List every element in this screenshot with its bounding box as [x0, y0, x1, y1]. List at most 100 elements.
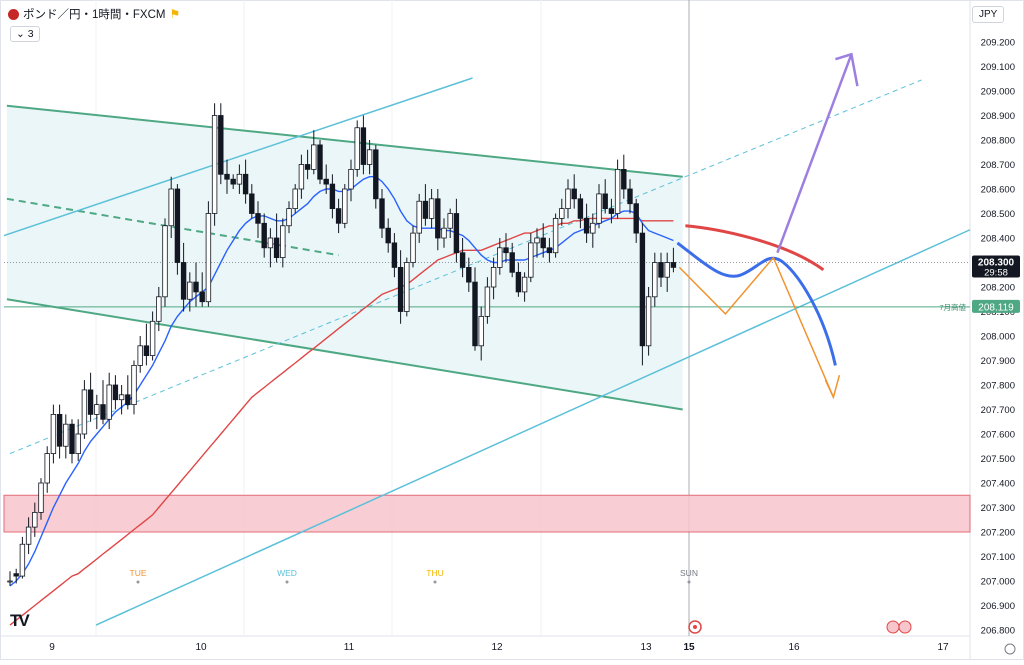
candle[interactable] [280, 225, 286, 259]
candle[interactable] [112, 384, 119, 401]
candle[interactable] [627, 188, 633, 205]
ma-slow-line[interactable] [9, 217, 674, 626]
candle[interactable] [577, 198, 584, 219]
channel-upper-line[interactable] [6, 104, 683, 178]
candle[interactable] [230, 178, 236, 185]
candle[interactable] [528, 242, 534, 278]
candle[interactable] [571, 188, 577, 200]
candle[interactable] [174, 188, 181, 263]
candle[interactable] [106, 384, 112, 420]
ascending-upper-line[interactable] [3, 77, 473, 237]
candle[interactable] [534, 237, 540, 244]
candle[interactable] [435, 198, 441, 239]
candle[interactable] [304, 164, 311, 170]
candle[interactable] [7, 580, 13, 583]
candle[interactable] [621, 168, 627, 190]
candle[interactable] [596, 193, 602, 224]
candle[interactable] [44, 453, 50, 484]
candle[interactable] [323, 178, 329, 185]
candle[interactable] [484, 286, 491, 317]
candle[interactable] [466, 266, 472, 283]
candle[interactable] [590, 222, 596, 234]
candle[interactable] [249, 193, 255, 214]
projected-ma-slow[interactable] [685, 224, 825, 272]
candle[interactable] [447, 213, 453, 229]
candle[interactable] [664, 262, 670, 278]
resistance-zone[interactable] [3, 494, 971, 533]
candle[interactable] [292, 188, 298, 210]
candle[interactable] [236, 173, 243, 185]
indicator-toggle[interactable]: ⌄ 3 [10, 26, 40, 42]
candle[interactable] [273, 237, 280, 259]
candle[interactable] [453, 213, 460, 254]
economic-event-icon[interactable] [886, 620, 900, 634]
candle[interactable] [56, 413, 63, 447]
candle[interactable] [329, 183, 336, 210]
candle[interactable] [193, 281, 199, 293]
candle[interactable] [25, 526, 32, 545]
candle[interactable] [428, 198, 435, 219]
candle[interactable] [639, 232, 646, 347]
symbol-header[interactable]: ポンド／円・1時間・FXCM ⚑ [8, 6, 180, 22]
candle[interactable] [87, 389, 94, 415]
candle[interactable] [478, 315, 484, 347]
candle[interactable] [366, 149, 373, 165]
scenario-down-path[interactable] [678, 256, 835, 398]
candle[interactable] [75, 433, 81, 455]
candle[interactable] [360, 127, 367, 165]
candle[interactable] [261, 222, 267, 249]
candle[interactable] [94, 404, 100, 415]
candle[interactable] [583, 217, 590, 234]
ascending-mid-line[interactable] [9, 79, 922, 455]
candle[interactable] [317, 144, 323, 180]
economic-event-icon[interactable] [898, 620, 912, 634]
candle[interactable] [311, 144, 317, 170]
candle[interactable] [162, 225, 168, 298]
candle[interactable] [503, 247, 509, 254]
candle[interactable] [608, 208, 615, 214]
candle[interactable] [298, 164, 305, 190]
candle[interactable] [354, 127, 360, 170]
ma-fast-line[interactable] [9, 176, 674, 587]
candle[interactable] [218, 115, 224, 175]
ascending-lower-line[interactable] [95, 229, 971, 626]
candle[interactable] [459, 252, 466, 268]
projected-main-path[interactable] [676, 241, 837, 366]
candle[interactable] [199, 291, 205, 303]
candle[interactable] [211, 115, 218, 214]
candle[interactable] [187, 281, 193, 300]
candle[interactable] [404, 262, 410, 312]
candle[interactable] [38, 482, 44, 513]
candle[interactable] [267, 237, 274, 249]
candle[interactable] [335, 208, 342, 224]
candle[interactable] [149, 320, 156, 356]
candle[interactable] [602, 193, 608, 209]
candle[interactable] [224, 173, 230, 180]
candle[interactable] [410, 232, 416, 263]
candle[interactable] [143, 345, 150, 356]
candle[interactable] [205, 213, 212, 303]
candle[interactable] [490, 266, 497, 288]
candle[interactable] [168, 188, 174, 227]
reference-price-tag[interactable] [972, 299, 1020, 313]
candle[interactable] [125, 394, 131, 405]
candle[interactable] [255, 213, 261, 224]
candle[interactable] [416, 200, 422, 234]
candle[interactable] [670, 262, 677, 268]
candle[interactable] [614, 168, 621, 214]
candle[interactable] [118, 394, 125, 401]
candle[interactable] [441, 227, 447, 239]
candle[interactable] [565, 188, 571, 210]
candle[interactable] [509, 252, 515, 273]
candle[interactable] [472, 281, 478, 347]
candle[interactable] [559, 208, 565, 219]
candle[interactable] [379, 198, 385, 229]
candle[interactable] [69, 423, 75, 455]
candle[interactable] [342, 188, 348, 224]
candle[interactable] [63, 423, 69, 447]
candle[interactable] [50, 413, 57, 454]
settings-gear-icon[interactable] [1004, 643, 1016, 655]
candle[interactable] [385, 227, 391, 244]
candle[interactable] [137, 345, 143, 366]
